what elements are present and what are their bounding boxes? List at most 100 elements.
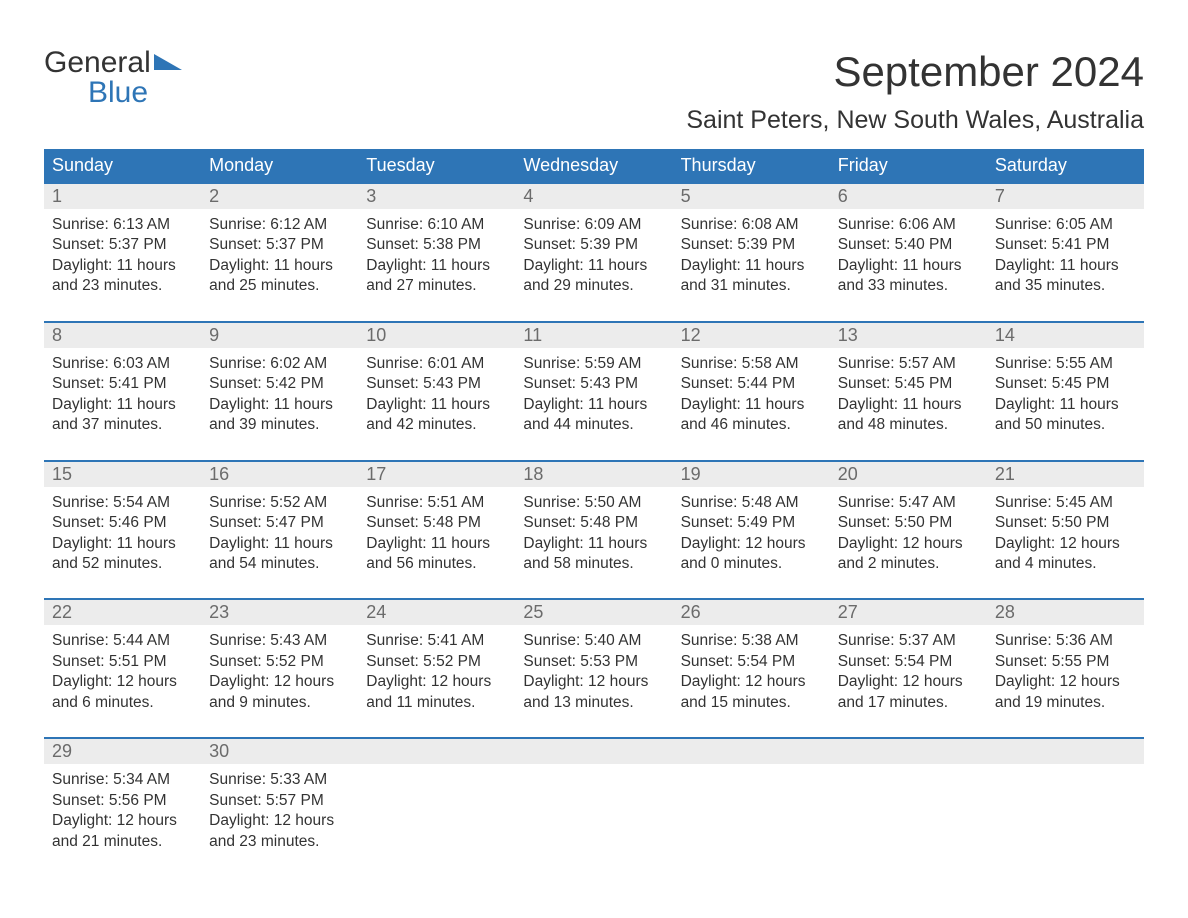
day-number: 7 [987,184,1144,209]
day-details: Sunrise: 5:33 AM Sunset: 5:57 PM Dayligh… [209,770,350,852]
day-details: Sunrise: 5:43 AM Sunset: 5:52 PM Dayligh… [209,631,350,713]
day-cell: Sunrise: 5:45 AM Sunset: 5:50 PM Dayligh… [987,487,1144,581]
col-tuesday: Tuesday [358,149,515,182]
day-details: Sunrise: 6:08 AM Sunset: 5:39 PM Dayligh… [681,215,822,297]
day-details: Sunrise: 6:02 AM Sunset: 5:42 PM Dayligh… [209,354,350,436]
day-cell: Sunrise: 5:47 AM Sunset: 5:50 PM Dayligh… [830,487,987,581]
day-number: 11 [515,323,672,348]
day-details: Sunrise: 5:38 AM Sunset: 5:54 PM Dayligh… [681,631,822,713]
day-cell: Sunrise: 5:48 AM Sunset: 5:49 PM Dayligh… [673,487,830,581]
day-number: 19 [673,462,830,487]
day-details: Sunrise: 6:01 AM Sunset: 5:43 PM Dayligh… [366,354,507,436]
day-number: 17 [358,462,515,487]
calendar-week: 2930 Sunrise: 5:34 AM Sunset: 5:56 PM Da… [44,737,1144,858]
day-cell: Sunrise: 5:58 AM Sunset: 5:44 PM Dayligh… [673,348,830,442]
day-number: 6 [830,184,987,209]
day-details: Sunrise: 5:52 AM Sunset: 5:47 PM Dayligh… [209,493,350,575]
location-subtitle: Saint Peters, New South Wales, Australia [686,106,1144,135]
day-cell: Sunrise: 6:13 AM Sunset: 5:37 PM Dayligh… [44,209,201,303]
day-number: 22 [44,600,201,625]
col-thursday: Thursday [673,149,830,182]
day-number: 27 [830,600,987,625]
day-number: 3 [358,184,515,209]
day-details: Sunrise: 6:06 AM Sunset: 5:40 PM Dayligh… [838,215,979,297]
day-details: Sunrise: 5:54 AM Sunset: 5:46 PM Dayligh… [52,493,193,575]
day-number: 21 [987,462,1144,487]
day-details: Sunrise: 5:44 AM Sunset: 5:51 PM Dayligh… [52,631,193,713]
day-cell: Sunrise: 5:33 AM Sunset: 5:57 PM Dayligh… [201,764,358,858]
day-cell: Sunrise: 5:43 AM Sunset: 5:52 PM Dayligh… [201,625,358,719]
day-number: 4 [515,184,672,209]
day-cell: Sunrise: 5:57 AM Sunset: 5:45 PM Dayligh… [830,348,987,442]
day-number: 13 [830,323,987,348]
day-number: 18 [515,462,672,487]
day-number [515,739,672,764]
day-details: Sunrise: 6:13 AM Sunset: 5:37 PM Dayligh… [52,215,193,297]
day-number: 9 [201,323,358,348]
day-number: 12 [673,323,830,348]
brand-logo: General Blue [44,48,182,108]
day-details: Sunrise: 5:59 AM Sunset: 5:43 PM Dayligh… [523,354,664,436]
day-details: Sunrise: 6:12 AM Sunset: 5:37 PM Dayligh… [209,215,350,297]
col-wednesday: Wednesday [515,149,672,182]
day-cell: Sunrise: 5:37 AM Sunset: 5:54 PM Dayligh… [830,625,987,719]
calendar-week: 15161718192021 Sunrise: 5:54 AM Sunset: 5… [44,460,1144,581]
day-details: Sunrise: 5:57 AM Sunset: 5:45 PM Dayligh… [838,354,979,436]
brand-triangle-icon [154,48,182,78]
daynum-row: 1234567 [44,184,1144,209]
day-number: 5 [673,184,830,209]
day-cell: Sunrise: 5:41 AM Sunset: 5:52 PM Dayligh… [358,625,515,719]
day-cell: Sunrise: 5:52 AM Sunset: 5:47 PM Dayligh… [201,487,358,581]
day-cell: Sunrise: 5:55 AM Sunset: 5:45 PM Dayligh… [987,348,1144,442]
day-cell: Sunrise: 5:36 AM Sunset: 5:55 PM Dayligh… [987,625,1144,719]
day-details: Sunrise: 5:58 AM Sunset: 5:44 PM Dayligh… [681,354,822,436]
day-details: Sunrise: 5:37 AM Sunset: 5:54 PM Dayligh… [838,631,979,713]
day-cell: Sunrise: 6:08 AM Sunset: 5:39 PM Dayligh… [673,209,830,303]
day-number: 26 [673,600,830,625]
daynum-row: 2930 [44,739,1144,764]
daynum-row: 891011121314 [44,323,1144,348]
day-cell: Sunrise: 6:06 AM Sunset: 5:40 PM Dayligh… [830,209,987,303]
calendar-week: 891011121314 Sunrise: 6:03 AM Sunset: 5:4… [44,321,1144,442]
day-number: 30 [201,739,358,764]
calendar-week: 22232425262728Sunrise: 5:44 AM Sunset: 5… [44,598,1144,719]
day-cell: Sunrise: 5:38 AM Sunset: 5:54 PM Dayligh… [673,625,830,719]
day-number: 14 [987,323,1144,348]
day-details: Sunrise: 6:03 AM Sunset: 5:41 PM Dayligh… [52,354,193,436]
day-details: Sunrise: 5:51 AM Sunset: 5:48 PM Dayligh… [366,493,507,575]
day-cell: Sunrise: 6:03 AM Sunset: 5:41 PM Dayligh… [44,348,201,442]
calendar-header-row: Sunday Monday Tuesday Wednesday Thursday… [44,149,1144,182]
day-details: Sunrise: 5:34 AM Sunset: 5:56 PM Dayligh… [52,770,193,852]
calendar-week: 1234567 Sunrise: 6:13 AM Sunset: 5:37 PM … [44,182,1144,303]
day-number: 2 [201,184,358,209]
day-number: 10 [358,323,515,348]
brand-line1: General [44,48,151,78]
day-cell: Sunrise: 6:09 AM Sunset: 5:39 PM Dayligh… [515,209,672,303]
day-details: Sunrise: 5:41 AM Sunset: 5:52 PM Dayligh… [366,631,507,713]
day-number: 16 [201,462,358,487]
day-details: Sunrise: 6:05 AM Sunset: 5:41 PM Dayligh… [995,215,1136,297]
day-number: 25 [515,600,672,625]
day-cell: Sunrise: 5:44 AM Sunset: 5:51 PM Dayligh… [44,625,201,719]
day-cell: Sunrise: 5:51 AM Sunset: 5:48 PM Dayligh… [358,487,515,581]
day-number: 23 [201,600,358,625]
day-cell: Sunrise: 6:12 AM Sunset: 5:37 PM Dayligh… [201,209,358,303]
day-details: Sunrise: 6:09 AM Sunset: 5:39 PM Dayligh… [523,215,664,297]
day-number [987,739,1144,764]
col-friday: Friday [830,149,987,182]
day-cell: Sunrise: 6:10 AM Sunset: 5:38 PM Dayligh… [358,209,515,303]
col-saturday: Saturday [987,149,1144,182]
col-monday: Monday [201,149,358,182]
day-number: 24 [358,600,515,625]
day-details: Sunrise: 5:45 AM Sunset: 5:50 PM Dayligh… [995,493,1136,575]
day-number: 1 [44,184,201,209]
day-details: Sunrise: 6:10 AM Sunset: 5:38 PM Dayligh… [366,215,507,297]
day-details: Sunrise: 5:55 AM Sunset: 5:45 PM Dayligh… [995,354,1136,436]
day-number [358,739,515,764]
day-number: 20 [830,462,987,487]
day-cell: Sunrise: 5:59 AM Sunset: 5:43 PM Dayligh… [515,348,672,442]
brand-line2: Blue [44,78,182,108]
day-details: Sunrise: 5:47 AM Sunset: 5:50 PM Dayligh… [838,493,979,575]
day-details: Sunrise: 5:36 AM Sunset: 5:55 PM Dayligh… [995,631,1136,713]
daynum-row: 15161718192021 [44,462,1144,487]
